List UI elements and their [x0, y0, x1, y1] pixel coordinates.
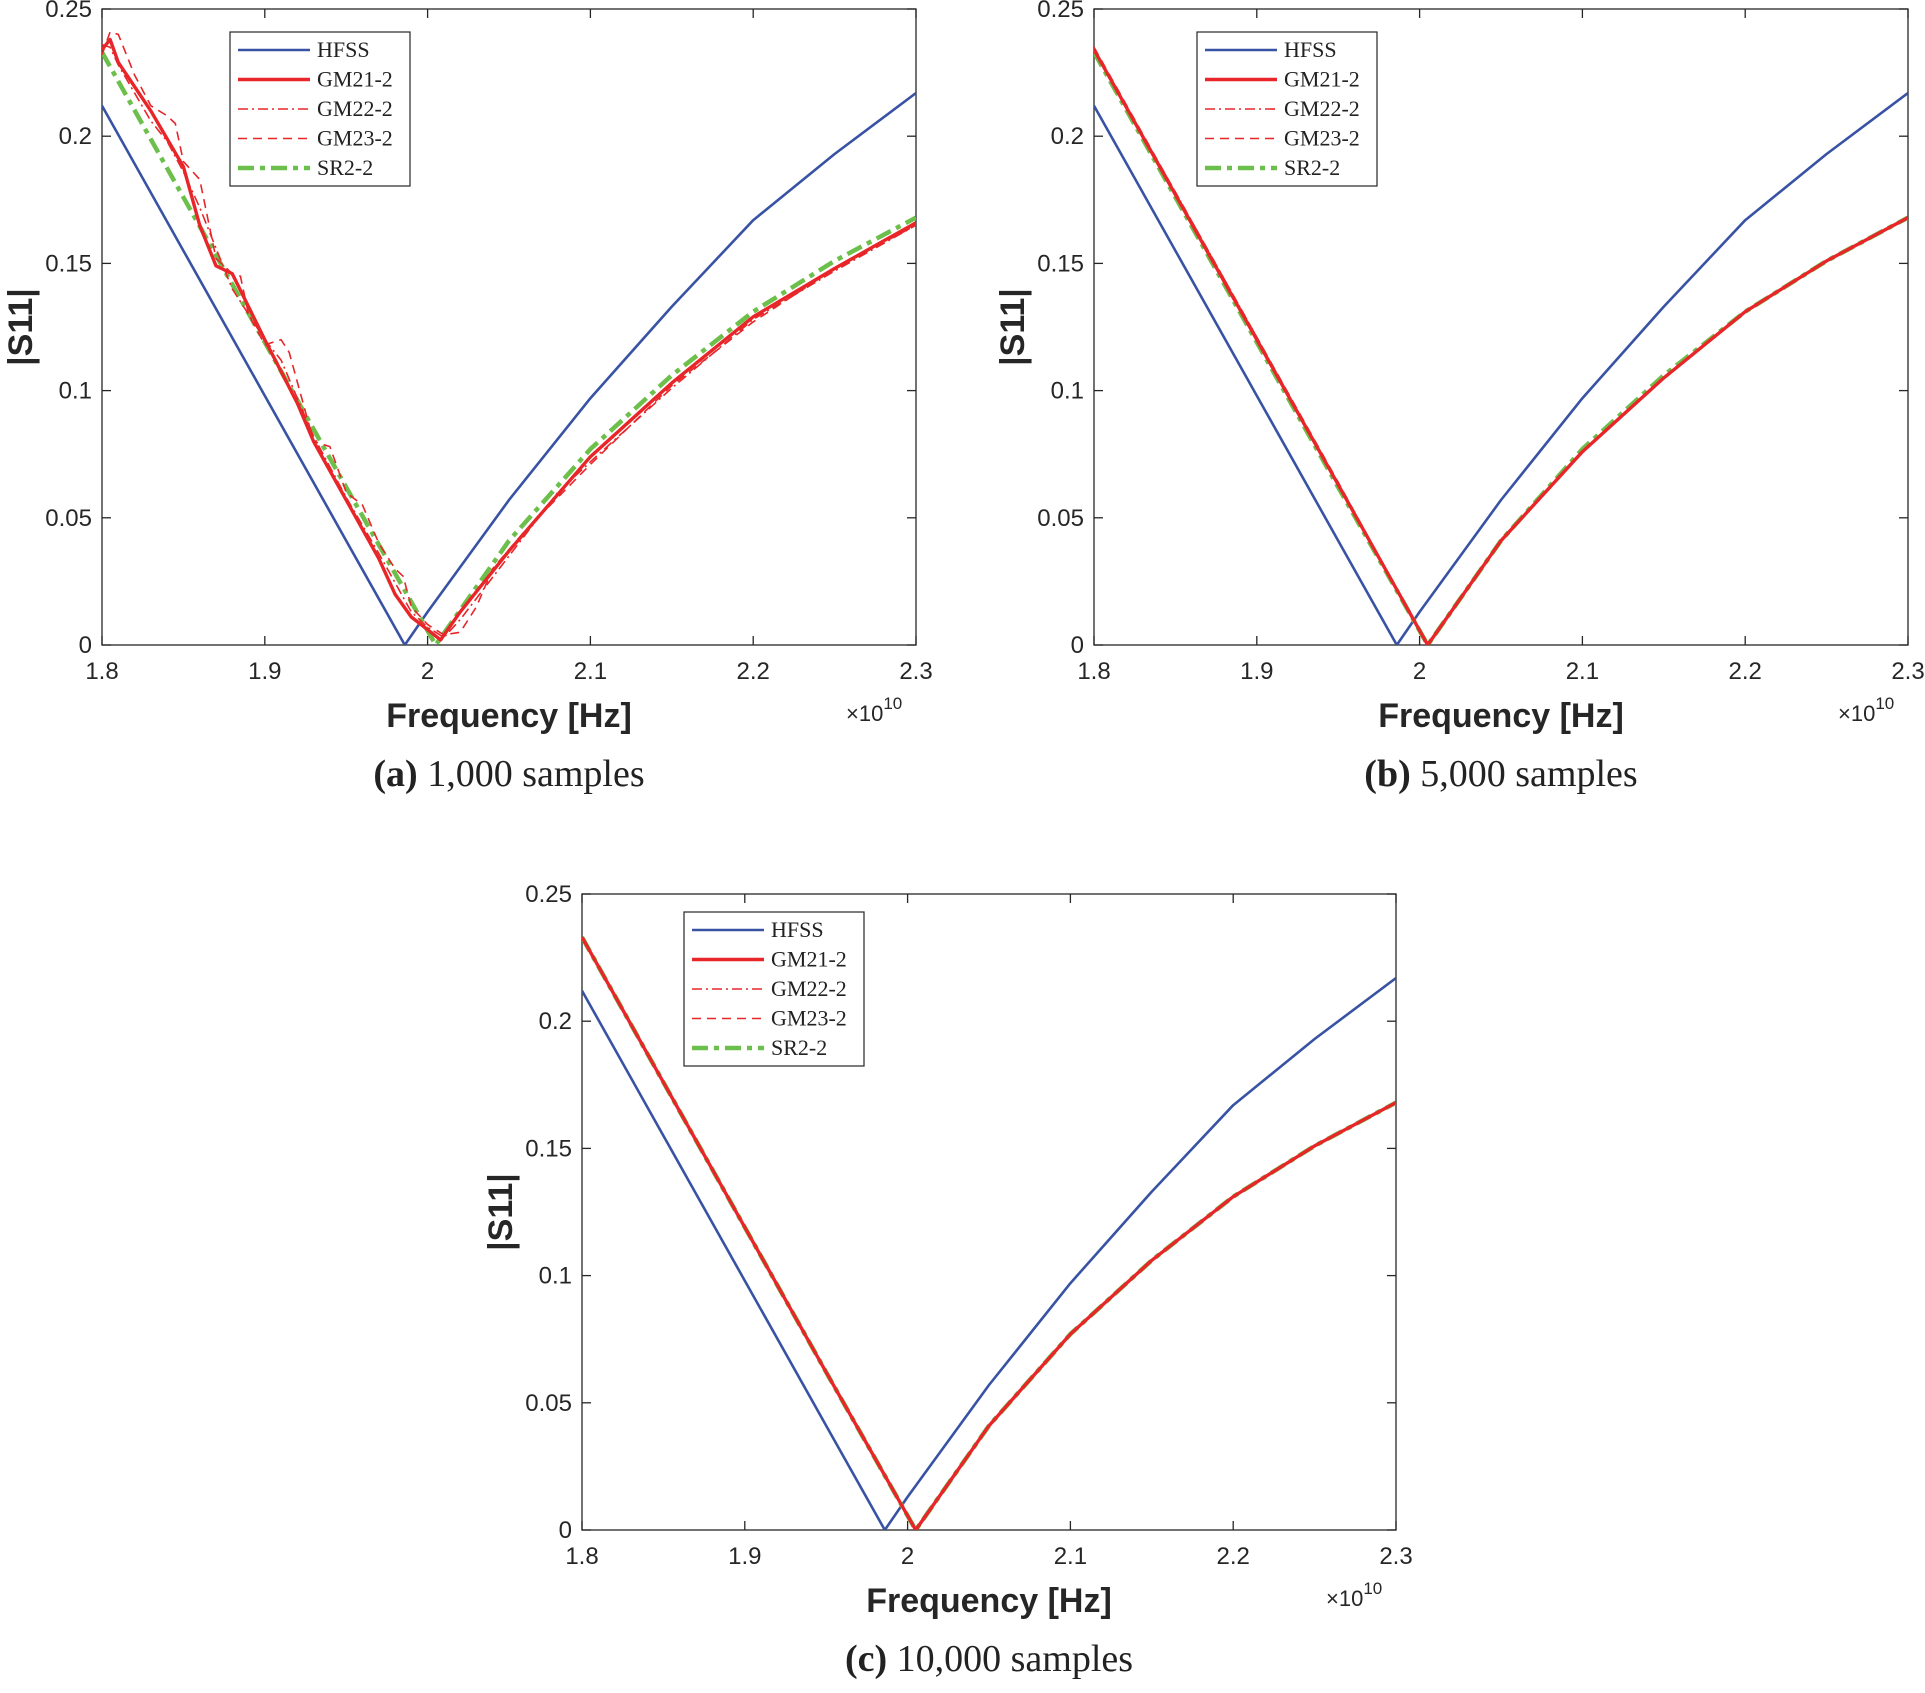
y-tick-label: 0.1	[539, 1263, 572, 1290]
series-line-gm22-2	[102, 43, 916, 639]
y-axis-label: |S11|	[2, 288, 40, 366]
caption-text: 1,000 samples	[418, 753, 645, 795]
y-axis-label: |S11|	[482, 1173, 520, 1251]
x-axis-label: Frequency [Hz]	[386, 697, 632, 735]
legend-label: HFSS	[1284, 37, 1337, 62]
x-tick-label: 2	[1413, 658, 1426, 685]
caption-label: (b)	[1364, 753, 1410, 795]
legend-label: SR2-2	[1284, 155, 1340, 180]
x-tick-label: 1.8	[85, 658, 118, 685]
x-multiplier-exponent: 10	[1363, 1579, 1382, 1598]
legend-label: GM22-2	[771, 976, 847, 1001]
legend-label: SR2-2	[317, 155, 373, 180]
y-tick-label: 0.1	[59, 378, 92, 405]
x-tick-label: 2.1	[574, 658, 607, 685]
x-tick-label: 2.3	[899, 658, 932, 685]
y-tick-label: 0	[79, 632, 92, 659]
y-tick-label: 0.15	[1037, 250, 1084, 277]
legend-label: GM22-2	[1284, 96, 1360, 121]
x-tick-label: 1.9	[248, 658, 281, 685]
y-tick-label: 0.05	[525, 1390, 572, 1417]
chart-panel-b: 1.8 1.9 2 2.1 2.2 2.3 0 0.05 0.1 0.15 0.2 0.25 HFSS G…	[994, 0, 1925, 795]
x-axis-label: Frequency [Hz]	[866, 1582, 1112, 1620]
x-axis-label: Frequency [Hz]	[1378, 697, 1624, 735]
x-tick-label: 2.3	[1891, 658, 1924, 685]
y-tick-label: 0.1	[1051, 378, 1084, 405]
x-tick-label: 2.2	[1217, 1543, 1250, 1570]
x-tick-label: 2	[901, 1543, 914, 1570]
caption-text: 5,000 samples	[1411, 753, 1638, 795]
legend: HFSS GM21-2 GM22-2 GM23-2 SR2-2	[229, 31, 411, 187]
x-multiplier-base: ×10	[846, 701, 883, 726]
legend-label: GM21-2	[317, 67, 393, 92]
x-tick-label: 2.1	[1566, 658, 1599, 685]
legend-label: SR2-2	[771, 1035, 827, 1060]
y-tick-label: 0.15	[45, 250, 92, 277]
series-line-gm21-2	[582, 936, 1396, 1530]
x-tick-label: 2.3	[1379, 1543, 1412, 1570]
x-multiplier: ×1010	[1326, 1579, 1382, 1611]
x-tick-label: 2.2	[737, 658, 770, 685]
y-tick-label: 0.15	[525, 1135, 572, 1162]
x-tick-label: 1.8	[565, 1543, 598, 1570]
x-tick-label: 2.1	[1054, 1543, 1087, 1570]
x-multiplier: ×1010	[846, 694, 902, 726]
y-axis-label: |S11|	[994, 288, 1032, 366]
y-tick-label: 0.25	[525, 881, 572, 908]
x-multiplier: ×1010	[1838, 694, 1894, 726]
caption-label: (c)	[845, 1638, 887, 1680]
x-tick-label: 1.8	[1077, 658, 1110, 685]
legend: HFSS GM21-2 GM22-2 GM23-2 SR2-2	[1196, 31, 1378, 187]
legend-label: GM21-2	[1284, 67, 1360, 92]
y-tick-label: 0	[1071, 632, 1084, 659]
legend-label: GM23-2	[771, 1006, 847, 1031]
y-tick-label: 0.05	[45, 505, 92, 532]
legend-label: GM21-2	[771, 947, 847, 972]
y-tick-label: 0.25	[45, 0, 92, 23]
chart-panel-a: 1.8 1.9 2 2.1 2.2 2.3 0 0.05 0.1 0.15 0.2 0.25 HFSS G…	[2, 0, 933, 795]
x-multiplier-base: ×10	[1838, 701, 1875, 726]
x-tick-label: 1.9	[1240, 658, 1273, 685]
y-tick-label: 0.2	[59, 123, 92, 150]
series-line-gm21-2	[1094, 48, 1908, 645]
series-line-hfss	[1094, 91, 1908, 645]
y-tick-label: 0.2	[1051, 123, 1084, 150]
legend-label: HFSS	[317, 37, 370, 62]
legend-label: GM23-2	[1284, 126, 1360, 151]
caption-text: 10,000 samples	[887, 1638, 1133, 1680]
y-tick-label: 0	[559, 1517, 572, 1544]
series-line-hfss	[582, 976, 1396, 1530]
x-multiplier-base: ×10	[1326, 1586, 1363, 1611]
chart-panel-c: 1.8 1.9 2 2.1 2.2 2.3 0 0.05 0.1 0.15 0.2 0.25 HFSS G…	[482, 881, 1413, 1680]
y-tick-label: 0.05	[1037, 505, 1084, 532]
caption: (c) 10,000 samples	[845, 1638, 1133, 1680]
series-line-sr2-2	[102, 51, 916, 645]
caption: (a) 1,000 samples	[373, 753, 644, 795]
legend-label: GM23-2	[317, 126, 393, 151]
x-tick-label: 2.2	[1729, 658, 1762, 685]
series-line-hfss	[102, 91, 916, 645]
x-tick-label: 1.9	[728, 1543, 761, 1570]
y-tick-label: 0.25	[1037, 0, 1084, 23]
series-line-gm21-2	[102, 37, 916, 642]
x-tick-label: 2	[421, 658, 434, 685]
x-multiplier-exponent: 10	[1875, 694, 1894, 713]
caption-label: (a)	[373, 753, 417, 795]
y-tick-label: 0.2	[539, 1008, 572, 1035]
x-multiplier-exponent: 10	[883, 694, 902, 713]
legend-label: HFSS	[771, 917, 824, 942]
caption: (b) 5,000 samples	[1364, 753, 1637, 795]
legend-label: GM22-2	[317, 96, 393, 121]
legend: HFSS GM21-2 GM22-2 GM23-2 SR2-2	[683, 911, 865, 1067]
